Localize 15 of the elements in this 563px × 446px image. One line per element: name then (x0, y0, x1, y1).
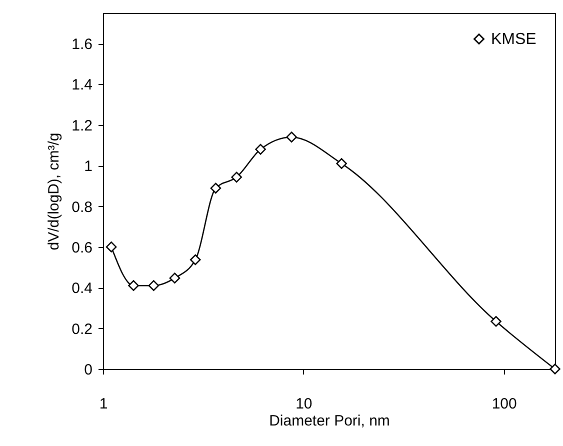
y-tick-label: 0.6 (72, 239, 92, 256)
y-axis-title: dV/d(logD), cm³/g (46, 132, 63, 250)
x-axis-title: Diameter Pori, nm (269, 412, 390, 430)
y-tick-label: 1 (84, 158, 92, 176)
x-tick-label: 1 (99, 396, 108, 412)
y-tick-label: 0.2 (72, 320, 92, 338)
y-tick-label: 0.4 (72, 280, 92, 298)
y-tick-label: 1.4 (72, 76, 92, 94)
x-tick-label: 100 (492, 396, 517, 412)
y-tick-label: 1.2 (72, 117, 92, 134)
y-tick-label: 0.8 (72, 198, 92, 216)
legend-label: KMSE (491, 31, 536, 48)
x-tick-label: 10 (296, 396, 312, 412)
y-tick-label: 0 (84, 362, 92, 378)
y-tick-label: 1.6 (72, 36, 92, 54)
